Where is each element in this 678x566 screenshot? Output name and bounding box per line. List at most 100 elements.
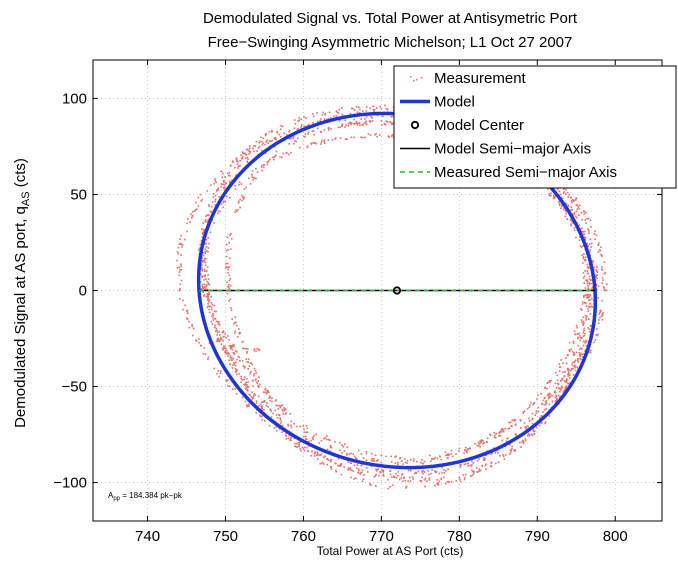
measurement-point bbox=[280, 420, 283, 423]
measurement-point bbox=[596, 334, 598, 337]
measurement-point bbox=[213, 182, 216, 185]
measurement-point bbox=[410, 458, 412, 461]
measurement-point bbox=[292, 135, 295, 138]
measurement-point bbox=[597, 297, 600, 299]
measurement-point bbox=[254, 379, 257, 381]
measurement-point bbox=[206, 220, 208, 223]
measurement-point bbox=[552, 195, 555, 197]
x-axis-label: Total Power at AS Port (cts) bbox=[317, 544, 464, 558]
measurement-point bbox=[393, 476, 396, 478]
measurement-point bbox=[275, 429, 278, 432]
measurement-point bbox=[603, 261, 606, 263]
measurement-point bbox=[538, 424, 541, 427]
measurement-point bbox=[296, 442, 298, 445]
measurement-point bbox=[268, 395, 271, 398]
measurement-point bbox=[261, 418, 264, 421]
measurement-point bbox=[229, 277, 232, 280]
measurement-point bbox=[229, 180, 231, 183]
measurement-point bbox=[249, 394, 252, 396]
measurement-point bbox=[210, 308, 213, 311]
measurement-point bbox=[371, 457, 373, 460]
measurement-point bbox=[371, 116, 374, 119]
measurement-point bbox=[584, 315, 587, 317]
measurement-point bbox=[320, 141, 323, 144]
measurement-point bbox=[375, 473, 377, 476]
measurement-point bbox=[421, 471, 423, 473]
measurement-point bbox=[570, 206, 573, 208]
measurement-point bbox=[182, 299, 184, 302]
measurement-point bbox=[242, 365, 245, 367]
measurement-point bbox=[339, 126, 342, 129]
measurement-point bbox=[253, 373, 256, 375]
measurement-point bbox=[231, 359, 233, 362]
measurement-point bbox=[208, 311, 211, 314]
measurement-point bbox=[220, 343, 223, 345]
measurement-point bbox=[395, 477, 398, 479]
measurement-point bbox=[362, 478, 365, 480]
measurement-point bbox=[566, 379, 568, 382]
measurement-point bbox=[303, 435, 305, 438]
measurement-point bbox=[228, 274, 231, 277]
measurement-point bbox=[374, 454, 377, 457]
measurement-point bbox=[225, 336, 227, 339]
measurement-point bbox=[228, 266, 231, 268]
x-tick-label: 770 bbox=[369, 528, 394, 545]
measurement-point bbox=[376, 135, 378, 138]
measurement-point bbox=[218, 338, 221, 341]
measurement-point bbox=[543, 408, 546, 411]
measurement-point bbox=[204, 278, 207, 280]
measurement-point bbox=[229, 298, 231, 301]
measurement-point bbox=[583, 353, 585, 355]
measurement-point bbox=[201, 257, 204, 259]
measurement-point bbox=[260, 136, 262, 139]
measurement-point bbox=[365, 450, 368, 453]
measurement-point bbox=[590, 226, 592, 228]
measurement-point bbox=[509, 443, 511, 446]
measurement-point bbox=[560, 385, 563, 388]
measurement-point bbox=[588, 266, 590, 269]
x-tick-label: 750 bbox=[213, 528, 238, 545]
measurement-point bbox=[201, 285, 204, 288]
measurement-point bbox=[576, 216, 578, 219]
measurement-point bbox=[583, 236, 586, 238]
measurement-point bbox=[365, 122, 367, 124]
measurement-point bbox=[401, 460, 403, 462]
measurement-point bbox=[212, 312, 214, 315]
measurement-point bbox=[210, 184, 212, 186]
measurement-point bbox=[217, 212, 219, 214]
measurement-point bbox=[550, 379, 553, 382]
measurement-point bbox=[584, 270, 586, 272]
measurement-point bbox=[582, 340, 585, 343]
measurement-point bbox=[254, 145, 257, 148]
measurement-point bbox=[262, 164, 265, 166]
measurement-point bbox=[361, 480, 364, 483]
measurement-point bbox=[602, 286, 605, 288]
measurement-point bbox=[573, 199, 575, 202]
measurement-point bbox=[423, 460, 426, 463]
measurement-point bbox=[265, 141, 268, 143]
measurement-point bbox=[596, 277, 599, 280]
measurement-point bbox=[225, 262, 227, 265]
measurement-point bbox=[203, 283, 206, 286]
measurement-point bbox=[329, 450, 332, 453]
measurement-point bbox=[214, 200, 216, 203]
measurement-point bbox=[373, 109, 376, 111]
measurement-point bbox=[350, 123, 352, 126]
measurement-point bbox=[225, 182, 227, 185]
measurement-point bbox=[350, 476, 352, 479]
measurement-point bbox=[554, 400, 557, 402]
measurement-point bbox=[260, 401, 263, 404]
measurement-point bbox=[390, 455, 393, 458]
measurement-point bbox=[385, 455, 387, 458]
measurement-point bbox=[550, 194, 552, 197]
measurement-point bbox=[474, 443, 476, 445]
measurement-point bbox=[228, 196, 231, 199]
measurement-point bbox=[562, 362, 564, 365]
measurement-point bbox=[490, 453, 492, 456]
measurement-point bbox=[296, 446, 299, 448]
measurement-point bbox=[447, 453, 449, 455]
measurement-point bbox=[583, 210, 585, 212]
measurement-point bbox=[293, 422, 295, 425]
measurement-point bbox=[324, 113, 326, 115]
measurement-point bbox=[485, 440, 488, 443]
